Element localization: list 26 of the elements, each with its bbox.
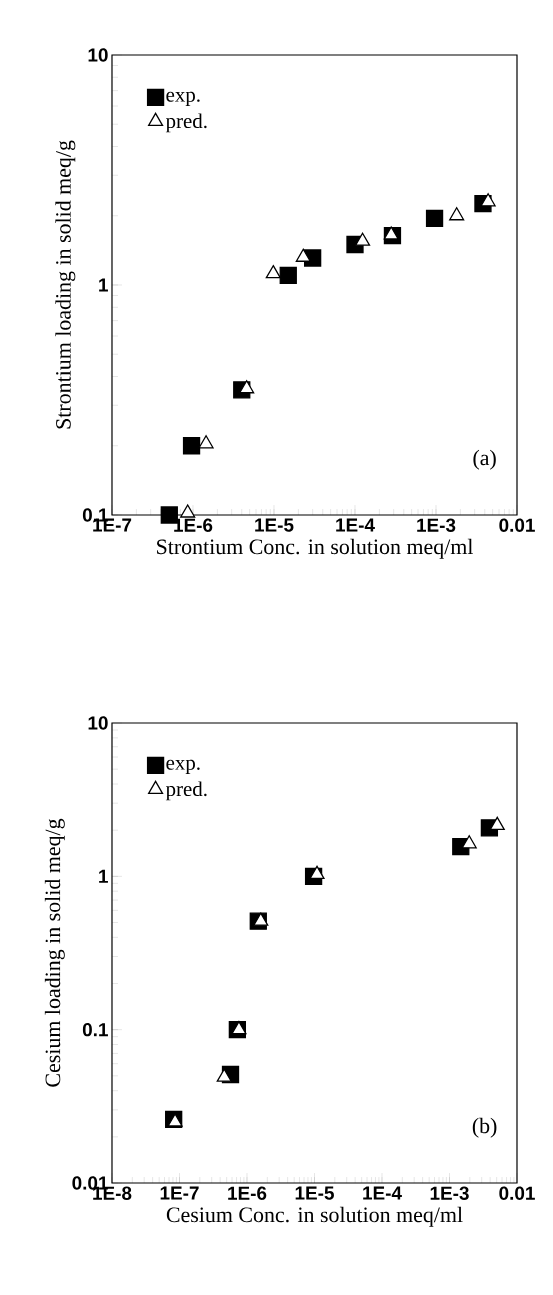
y-tick-label: 1 — [99, 869, 108, 883]
x-tick-label: 1E-6 — [228, 1186, 267, 1200]
legend-label: exp. — [166, 759, 200, 775]
x-tick-label: 0.01 — [499, 518, 535, 532]
annotation: (a) — [473, 449, 496, 470]
x-tick-label: 0.01 — [499, 1186, 535, 1200]
x-tick-label: 1E-7 — [160, 1186, 199, 1200]
x-tick-label: 1E-3 — [430, 1186, 469, 1200]
y-tick-label: 10 — [88, 48, 108, 62]
y-tick-label: 0.1 — [82, 1022, 108, 1037]
y-tick-label: 10 — [88, 716, 108, 730]
legend-label: pred. — [165, 113, 207, 133]
legend-label: exp. — [166, 91, 200, 107]
y-axis-title: Strontium loading in solid meq/g — [55, 140, 76, 429]
x-tick-label: 1E-3 — [417, 518, 456, 532]
y-axis-title: Cesium loading in solid meq/g — [44, 818, 65, 1087]
x-tick-label: 1E-4 — [363, 1186, 402, 1200]
x-tick-label: 1E-5 — [255, 518, 294, 532]
x-tick-label: 1E-5 — [295, 1186, 334, 1200]
x-tick-label: 1E-6 — [174, 518, 213, 532]
y-tick-label: 1 — [99, 278, 108, 292]
annotation: (b) — [472, 1117, 497, 1138]
x-tick-label: 1E-4 — [336, 518, 375, 532]
x-axis-title: Cesium Conc. in solution meq/ml — [166, 1206, 463, 1227]
legend-label: pred. — [165, 781, 207, 801]
x-axis-title: Strontium Conc. in solution meq/ml — [157, 538, 473, 559]
